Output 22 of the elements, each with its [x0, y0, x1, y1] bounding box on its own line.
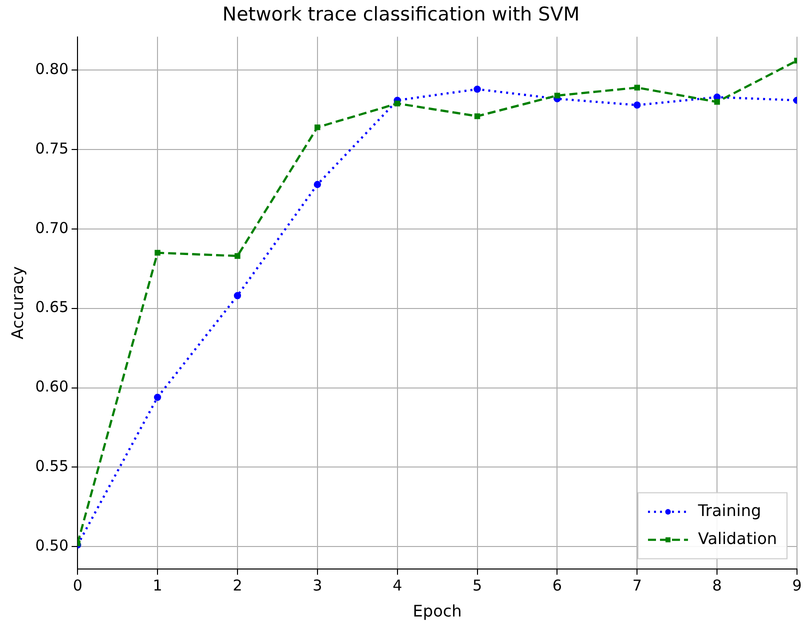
x-tick-label: 3 — [312, 576, 322, 595]
legend-label: Training — [696, 500, 762, 520]
y-tick-label: 0.65 — [35, 298, 69, 316]
x-tick-label: 0 — [72, 576, 82, 595]
y-tick-label: 0.55 — [35, 457, 69, 476]
y-tick-label: 0.75 — [35, 139, 69, 158]
legend-label: Validation — [698, 528, 778, 548]
y-tick-label: 0.50 — [35, 536, 69, 554]
x-tick-label: 9 — [792, 576, 802, 595]
x-tick-label: 8 — [712, 576, 722, 595]
chart-title: Network trace classification with SVM — [222, 3, 580, 26]
x-tick-label: 4 — [392, 576, 402, 595]
x-tick-label: 1 — [152, 576, 162, 595]
x-tick-label: 6 — [552, 576, 562, 595]
y-tick-label: 0.80 — [35, 60, 69, 78]
x-axis-title: Epoch — [412, 602, 462, 621]
x-tick-label: 5 — [472, 576, 482, 595]
y-axis-title: Accuracy — [8, 266, 27, 340]
x-tick-label: 2 — [232, 576, 242, 595]
y-tick-label: 0.60 — [35, 378, 69, 396]
x-tick-label: 7 — [632, 576, 642, 595]
y-tick-label: 0.70 — [35, 218, 69, 237]
